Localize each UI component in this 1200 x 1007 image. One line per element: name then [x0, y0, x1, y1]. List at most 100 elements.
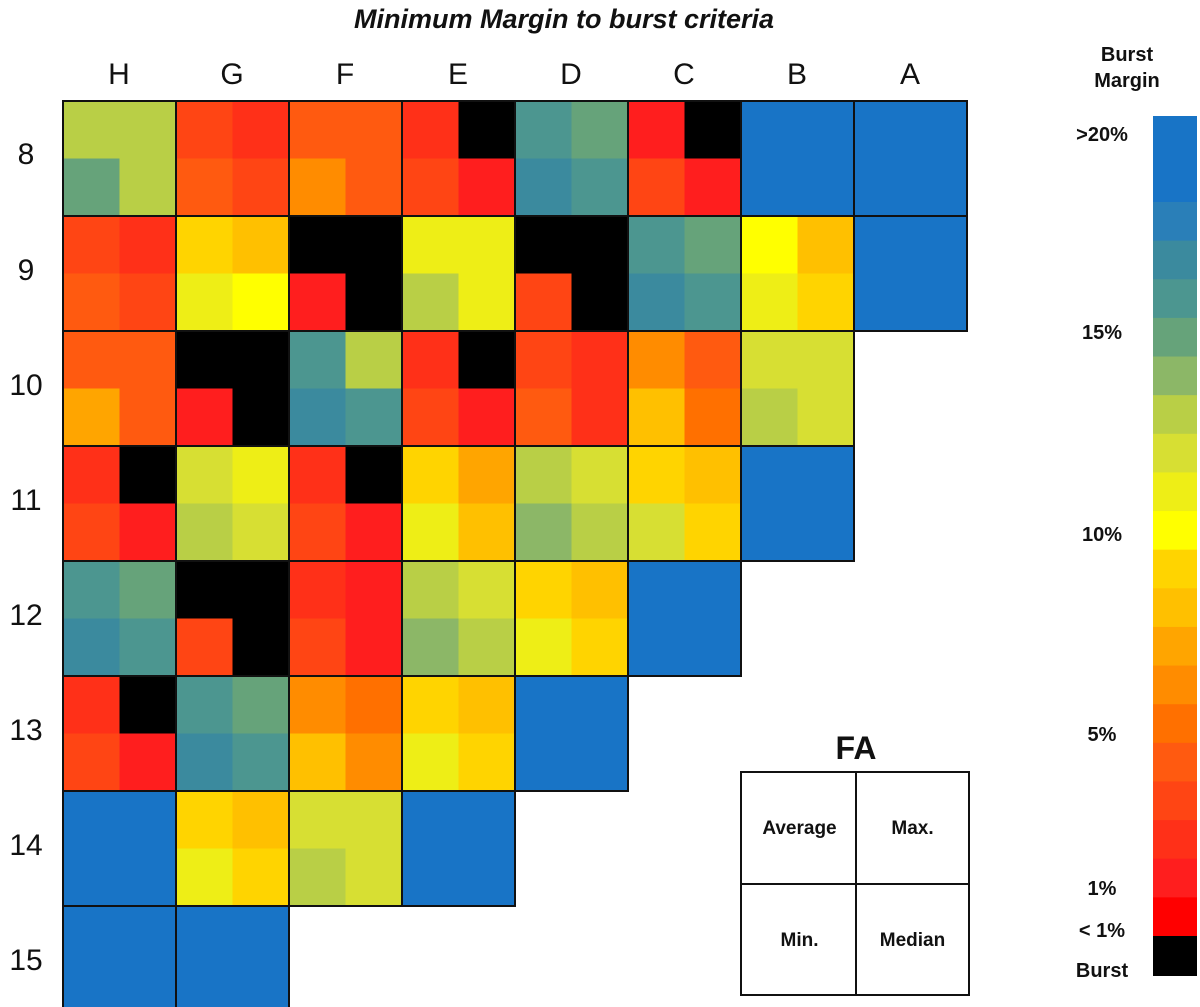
heatmap-subcell	[854, 216, 911, 274]
assembly-9-d	[514, 215, 629, 332]
heatmap-subcell	[345, 158, 403, 217]
heatmap-subcell	[910, 216, 968, 274]
heatmap-subcell	[628, 561, 685, 619]
heatmap-subcell	[458, 618, 516, 677]
heatmap-subcell	[289, 101, 346, 159]
heatmap-subcell	[741, 446, 798, 504]
heatmap-subcell	[232, 791, 290, 849]
heatmap-subcell	[515, 561, 572, 619]
heatmap-subcell	[628, 331, 685, 389]
legend-swatch	[1153, 395, 1197, 435]
heatmap-subcell	[176, 216, 233, 274]
heatmap-subcell	[402, 561, 459, 619]
row-label-15: 15	[9, 944, 43, 977]
assembly-8-a	[853, 100, 968, 217]
heatmap-subcell	[63, 733, 120, 792]
legend-tick-less-1: < 1%	[1078, 920, 1126, 942]
legend-tick-1: 1%	[1087, 878, 1117, 900]
heatmap-subcell	[119, 561, 177, 619]
heatmap-subcell	[345, 618, 403, 677]
heatmap-subcell	[402, 216, 459, 274]
row-label-11: 11	[10, 484, 42, 517]
heatmap-subcell	[63, 446, 120, 504]
heatmap-subcell	[571, 618, 629, 677]
heatmap-subcell	[741, 101, 798, 159]
heatmap-subcell	[289, 503, 346, 562]
assembly-12-g	[175, 560, 290, 677]
heatmap-subcell	[910, 101, 968, 159]
heatmap-subcell	[176, 101, 233, 159]
heatmap-subcell	[684, 618, 742, 677]
heatmap-subcell	[176, 618, 233, 677]
heatmap-subcell	[232, 733, 290, 792]
heatmap-subcell	[854, 158, 911, 217]
heatmap-subcell	[571, 733, 629, 792]
heatmap-subcell	[345, 446, 403, 504]
heatmap-subcell	[571, 561, 629, 619]
column-label-c: C	[673, 58, 695, 91]
heatmap-subcell	[628, 273, 685, 332]
heatmap-subcell	[684, 561, 742, 619]
heatmap-subcell	[289, 561, 346, 619]
heatmap-subcell	[458, 503, 516, 562]
heatmap-subcell	[232, 503, 290, 562]
assembly-10-b	[740, 330, 855, 447]
row-label-8: 8	[17, 138, 35, 171]
heatmap-subcell	[402, 331, 459, 389]
heatmap-subcell	[345, 848, 403, 907]
legend-swatch	[1153, 626, 1197, 667]
legend-tick-5: 5%	[1087, 724, 1117, 746]
column-label-f: F	[335, 58, 355, 91]
legend-tick-15: 15%	[1081, 322, 1123, 344]
heatmap-subcell	[797, 273, 855, 332]
heatmap-subcell	[515, 158, 572, 217]
heatmap-subcell	[232, 561, 290, 619]
heatmap-subcell	[515, 618, 572, 677]
heatmap-subcell	[458, 331, 516, 389]
heatmap-subcell	[119, 618, 177, 677]
heatmap-subcell	[458, 676, 516, 734]
heatmap-subcell	[119, 388, 177, 447]
heatmap-subcell	[797, 503, 855, 562]
heatmap-subcell	[458, 848, 516, 907]
heatmap-subcell	[176, 503, 233, 562]
assembly-border	[627, 560, 742, 677]
row-label-14: 14	[9, 829, 43, 862]
heatmap-subcell	[515, 216, 572, 274]
heatmap-subcell	[119, 446, 177, 504]
heatmap-subcell	[515, 733, 572, 792]
legend-swatch	[1153, 472, 1197, 512]
assembly-9-h	[62, 215, 177, 332]
heatmap-subcell	[232, 158, 290, 217]
assembly-9-a	[853, 215, 968, 332]
heatmap-subcell	[119, 906, 177, 964]
heatmap-subcell	[63, 216, 120, 274]
assembly-11-g	[175, 445, 290, 562]
heatmap-subcell	[345, 503, 403, 562]
heatmap-subcell	[684, 158, 742, 217]
assembly-11-c	[627, 445, 742, 562]
legend-swatch	[1153, 549, 1197, 589]
heatmap-subcell	[289, 733, 346, 792]
heatmap-subcell	[684, 503, 742, 562]
heatmap-subcell	[63, 388, 120, 447]
heatmap-subcell	[458, 158, 516, 217]
row-label-9: 9	[17, 254, 35, 287]
heatmap-subcell	[176, 158, 233, 217]
assembly-8-g	[175, 100, 290, 217]
assembly-12-c	[627, 560, 742, 677]
heatmap-subcell	[176, 676, 233, 734]
assembly-8-f	[288, 100, 403, 217]
heatmap-subcell	[458, 733, 516, 792]
legend-swatch	[1153, 240, 1197, 280]
heatmap-subcell	[345, 273, 403, 332]
fa-key-median: Median	[879, 930, 946, 951]
legend-swatch	[1153, 742, 1197, 782]
heatmap-subcell	[232, 618, 290, 677]
heatmap-subcell	[571, 331, 629, 389]
heatmap-subcell	[741, 331, 798, 389]
heatmap-subcell	[119, 503, 177, 562]
heatmap-subcell	[741, 216, 798, 274]
legend-swatch	[1153, 202, 1197, 242]
assembly-11-h	[62, 445, 177, 562]
